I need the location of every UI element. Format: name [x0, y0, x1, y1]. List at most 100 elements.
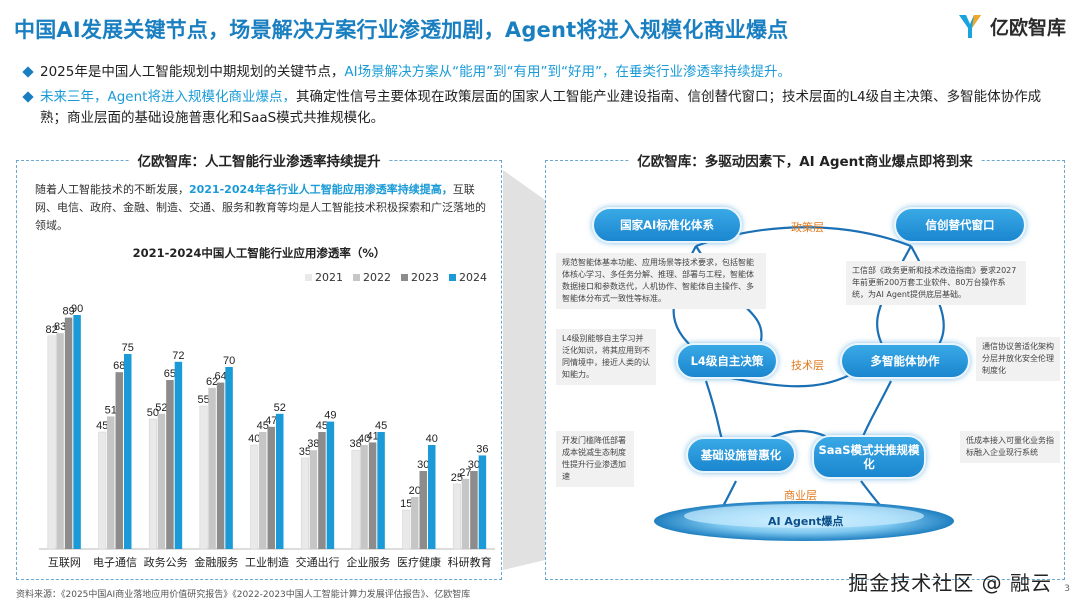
page-number: 3	[1064, 584, 1070, 594]
panel-description: 随着人工智能技术的不断发展，2021-2024年各行业人工智能应用渗透率持续提高…	[35, 183, 486, 232]
panel-title: 亿欧智库：人工智能行业渗透率持续提升	[17, 150, 501, 170]
data-label: 51	[105, 404, 117, 416]
pill-multi-agent: 多智能体协作	[840, 343, 970, 379]
agent-core-label: AI Agent爆点	[768, 515, 844, 528]
panel-title: 亿欧智库：多驱动因素下，AI Agent商业爆点即将到来	[546, 150, 1064, 170]
note-multi: 通信协议普适化架构分层并放化安全伦理制度化	[976, 337, 1060, 381]
data-label: 90	[71, 303, 83, 315]
data-label: 41	[366, 430, 378, 442]
data-label: 55	[197, 394, 209, 406]
data-label: 52	[155, 402, 167, 414]
layer-business: 商业层	[784, 489, 817, 502]
pill-ai-standard: 国家AI标准化体系	[592, 207, 742, 243]
drivers-panel: 亿欧智库：多驱动因素下，AI Agent商业爆点即将到来 国家A	[545, 154, 1065, 580]
data-label: 47	[265, 415, 277, 427]
note-saas: 低成本接入可量化业务指标融入企业现行系统	[960, 431, 1060, 463]
bar-2022	[107, 416, 115, 549]
bar-2023	[470, 471, 478, 549]
bullet-highlight: 未来三年，Agent将进入规模化商业爆点，	[40, 89, 296, 105]
logo-text: 亿欧智库	[989, 16, 1066, 39]
data-label: 27	[459, 467, 471, 479]
data-label: 30	[417, 459, 429, 471]
bar-2024	[276, 413, 284, 549]
category-label: 医疗健康	[397, 555, 441, 569]
data-label: 52	[274, 402, 286, 414]
data-label: 70	[223, 355, 235, 367]
note-xinchuang: 工信部《政务更新和技术改造指南》要求2027年前更新200万套工业软件、80万台…	[846, 261, 1026, 305]
bar-2021	[402, 509, 411, 550]
diamond-bullet-icon	[22, 91, 34, 103]
bar-2022	[56, 333, 64, 549]
data-label: 65	[164, 368, 176, 380]
data-label: 40	[248, 433, 260, 445]
legend-item: 2024	[449, 271, 487, 284]
bar-2021	[351, 449, 360, 550]
legend-item: 2022	[353, 271, 391, 284]
bar-2023	[115, 372, 123, 549]
data-label: 30	[468, 459, 480, 471]
bar-2023	[368, 442, 377, 549]
pill-l4-decision: L4级自主决策	[676, 343, 778, 379]
bar-2021	[199, 405, 208, 550]
bar-2024	[225, 367, 233, 549]
data-label: 64	[214, 371, 226, 383]
legend-swatch	[305, 274, 312, 281]
penetration-bar-chart: 82838990互联网45516875电子通信50526572政务公务55626…	[39, 303, 495, 569]
chart-legend: 2021 2022 2023 2024	[305, 271, 487, 284]
data-label: 83	[54, 321, 66, 333]
data-label: 45	[316, 420, 328, 432]
bar-2024	[377, 432, 385, 549]
pill-xinchuang: 信创替代窗口	[894, 207, 1026, 243]
legend-item: 2023	[401, 271, 439, 284]
data-label: 49	[324, 410, 336, 422]
category-label: 电子通信	[93, 556, 137, 569]
data-label: 45	[257, 420, 269, 432]
data-label: 25	[451, 472, 463, 484]
brand-logo: 亿欧智库	[956, 12, 1066, 40]
bar-2024	[478, 455, 487, 549]
bar-2021	[47, 335, 56, 550]
pill-saas: SaaS模式共推规模化	[812, 435, 926, 479]
category-label: 工业制造	[245, 555, 289, 569]
category-label: 政务公务	[144, 555, 188, 569]
bar-2022	[411, 497, 419, 549]
penetration-panel: 亿欧智库：人工智能行业渗透率持续提升 随着人工智能技术的不断发展，2021-20…	[16, 154, 502, 580]
bar-2021	[300, 457, 309, 550]
bar-2022	[309, 450, 318, 549]
bar-2021	[148, 418, 157, 550]
bar-2022	[259, 432, 267, 549]
data-label: 36	[476, 443, 488, 455]
bullet-highlight: AI场景解决方案从“能用”到“有用”到“好用”，在垂类行业渗透率持续提升。	[344, 64, 792, 80]
bullet-item: 2025年是中国人工智能规划中期规划的关键节点，AI场景解决方案从“能用”到“有…	[22, 62, 1064, 83]
page-title: 中国AI发展关键节点，场景解决方案行业渗透加剧，Agent将进入规模化商业爆点	[14, 18, 789, 42]
note-infra: 开发门槛降低部署成本锐减生态制度性提升行业渗透加速	[556, 431, 634, 487]
category-label: 交通出行	[296, 555, 340, 569]
layer-tech: 技术层	[791, 359, 824, 372]
bullet-text: 2025年是中国人工智能规划中期规划的关键节点，	[40, 64, 345, 80]
bar-2024	[428, 445, 436, 549]
bar-2021	[250, 444, 259, 550]
bar-2022	[461, 478, 470, 549]
category-label: 互联网	[48, 556, 81, 569]
data-label: 15	[400, 498, 412, 510]
bullet-list: 2025年是中国人工智能规划中期规划的关键节点，AI场景解决方案从“能用”到“有…	[22, 62, 1064, 133]
pill-infra: 基础设施普惠化	[686, 437, 796, 473]
data-label: 40	[358, 433, 370, 445]
bar-2024	[73, 315, 81, 549]
bar-2023	[267, 426, 275, 549]
bar-2022	[208, 387, 216, 549]
data-label: 89	[62, 306, 74, 318]
category-label: 企业服务	[346, 555, 390, 569]
data-label: 68	[113, 360, 125, 372]
data-label: 82	[45, 324, 57, 336]
data-label: 72	[172, 350, 184, 362]
note-l4: L4级别能够自主学习并泛化知识，将其应用到不同情境中，接近人类的认知能力。	[556, 329, 656, 385]
source-note: 资料来源：《2025中国AI商业落地应用价值研究报告》《2022-2023中国人…	[16, 590, 471, 600]
bar-2023	[216, 382, 225, 549]
legend-swatch	[401, 274, 408, 281]
legend-swatch	[449, 274, 456, 281]
layer-policy: 政策层	[791, 221, 824, 234]
data-label: 45	[96, 420, 108, 432]
bar-2023	[419, 471, 427, 549]
data-label: 38	[307, 438, 319, 450]
